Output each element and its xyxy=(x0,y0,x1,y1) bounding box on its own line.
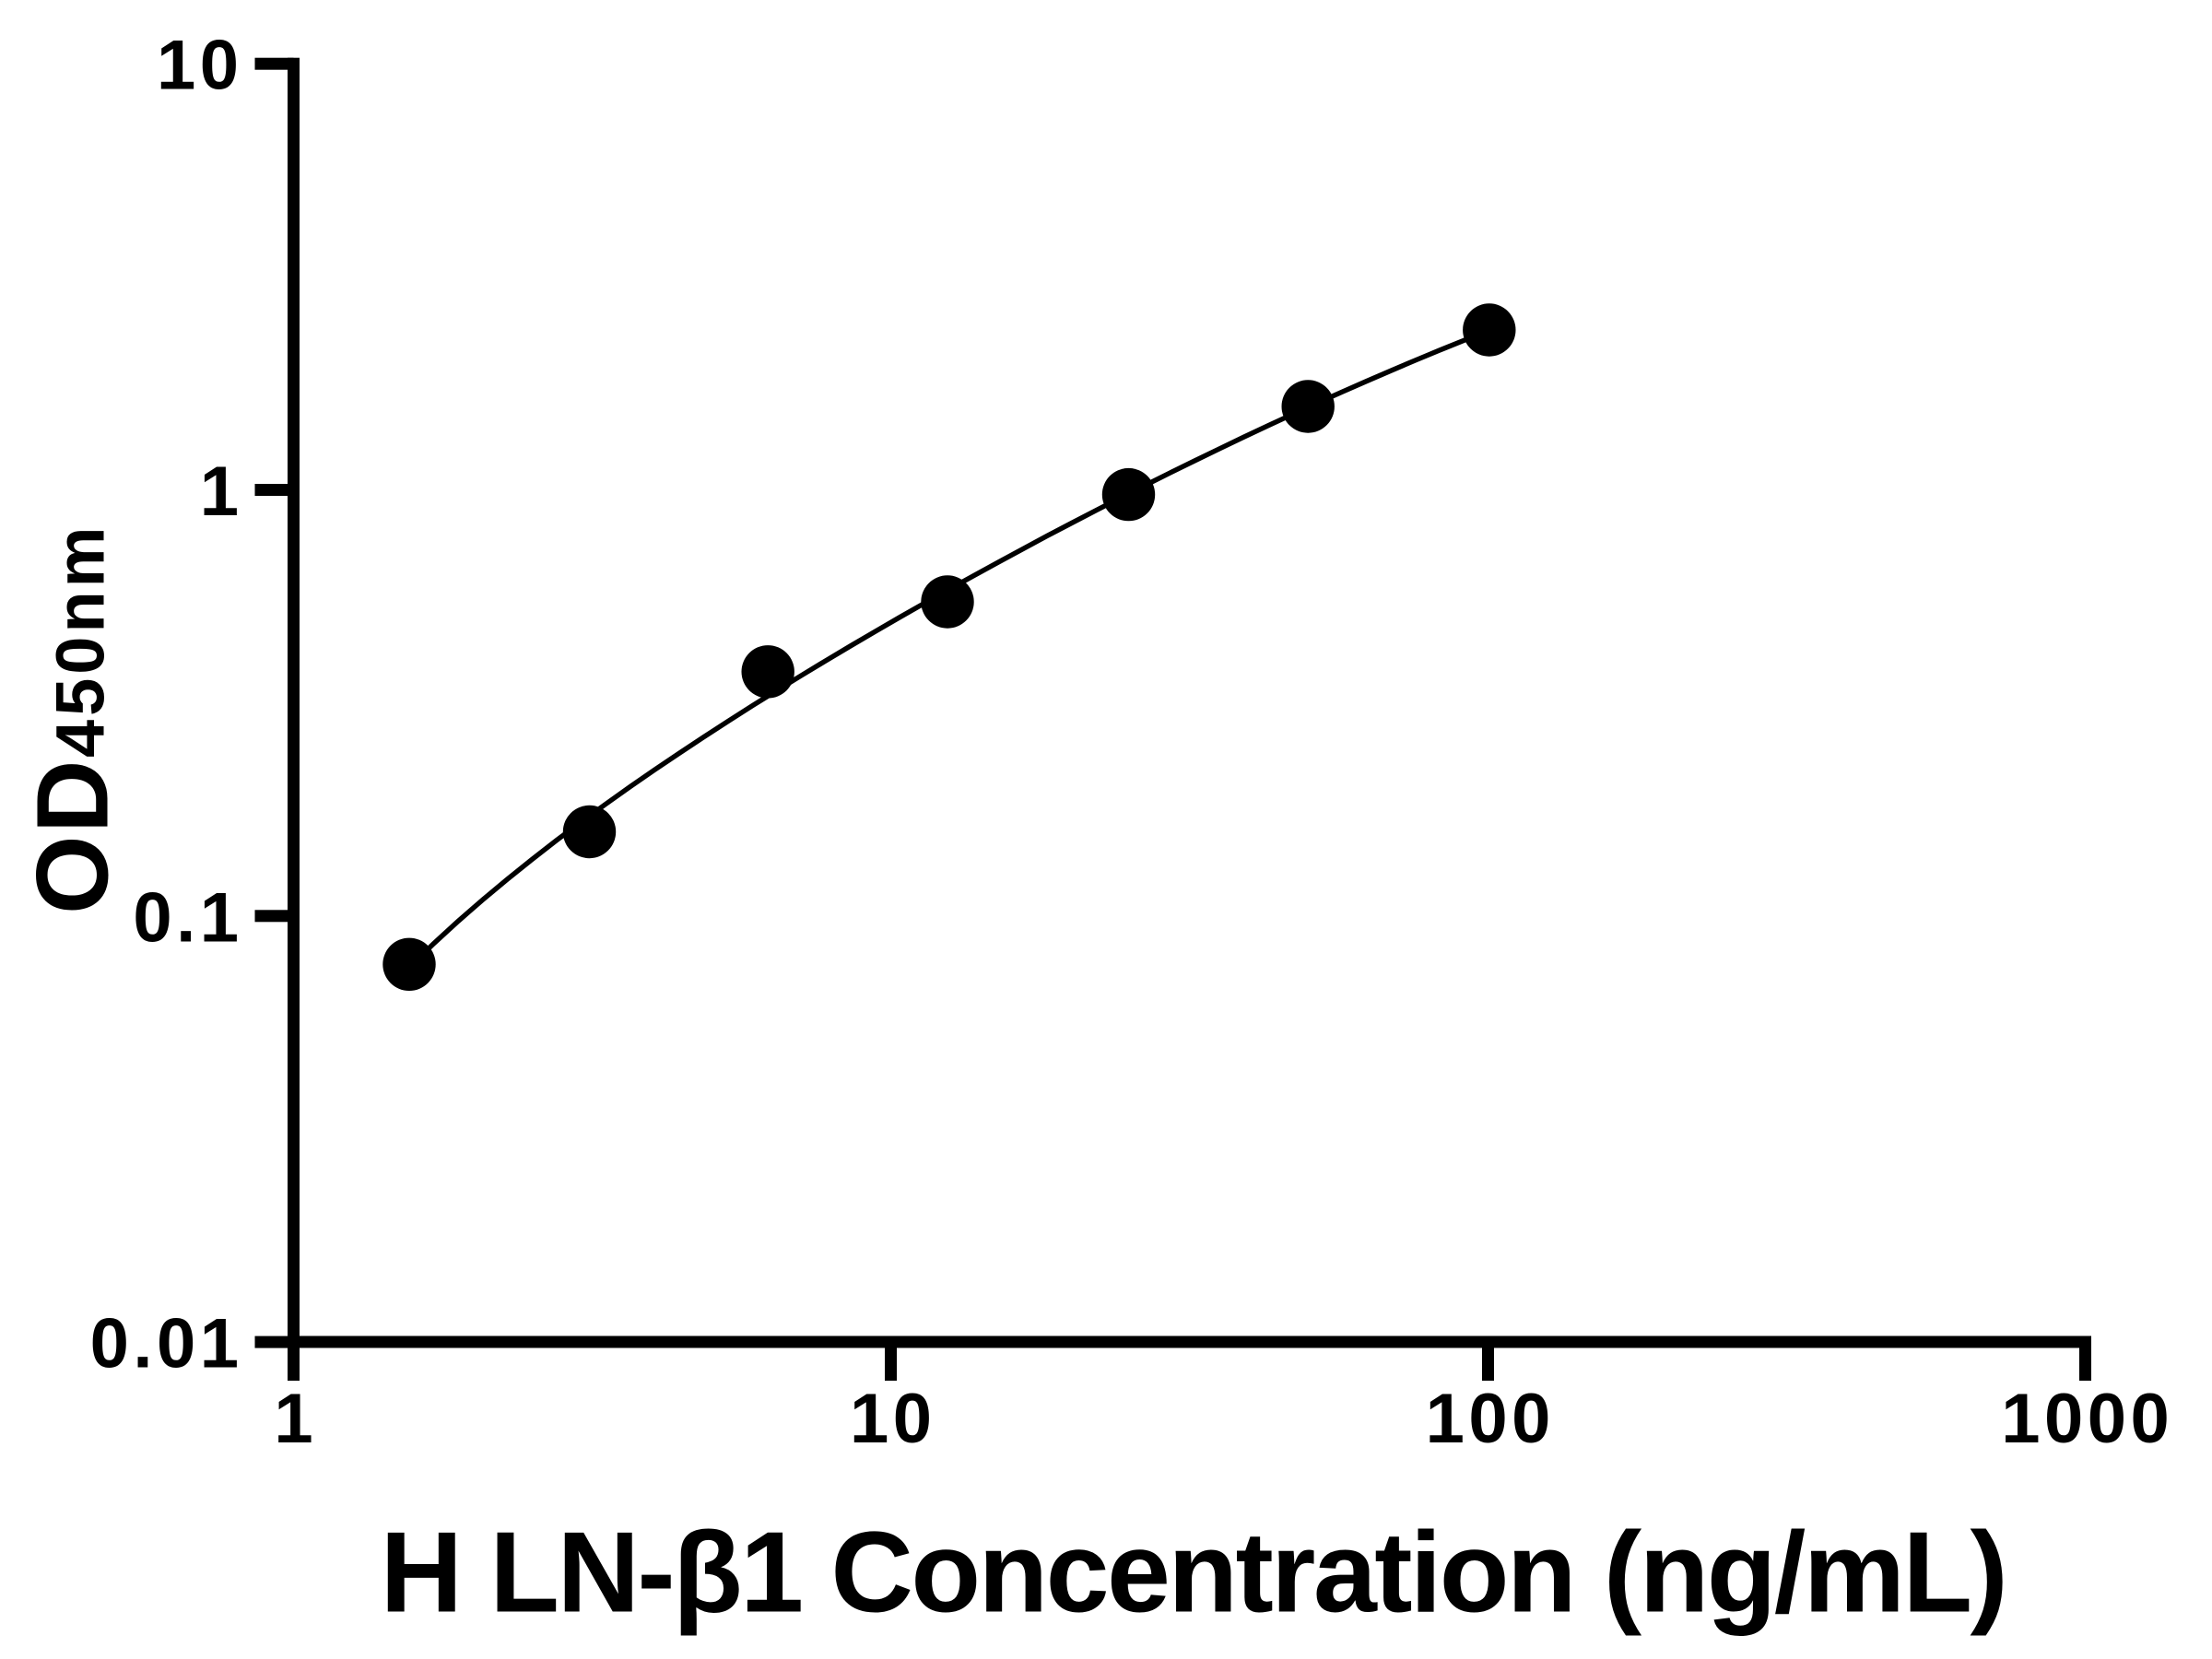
svg-text:10: 10 xyxy=(157,27,243,105)
svg-text:10: 10 xyxy=(850,1380,936,1458)
svg-text:1: 1 xyxy=(200,453,243,531)
svg-text:0.1: 0.1 xyxy=(133,878,242,957)
svg-text:1: 1 xyxy=(274,1380,317,1458)
svg-text:1000: 1000 xyxy=(2001,1380,2173,1458)
svg-text:100: 100 xyxy=(1426,1380,1555,1458)
svg-text:0.01: 0.01 xyxy=(90,1305,243,1383)
svg-text:H LN-β1 Concentration (ng/mL): H LN-β1 Concentration (ng/mL) xyxy=(381,1510,2006,1637)
